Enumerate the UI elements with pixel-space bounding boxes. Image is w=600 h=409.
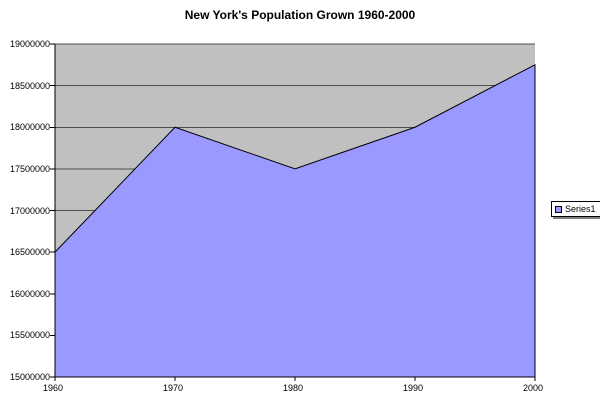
legend-series-label: Series1 — [565, 204, 596, 214]
y-axis-tick-label: 17000000 — [9, 205, 50, 216]
y-axis-tick-label: 18000000 — [9, 122, 50, 133]
chart-title: New York's Population Grown 1960-2000 — [184, 8, 416, 22]
x-axis-tick-label: 1970 — [162, 383, 184, 393]
legend: Series1 — [551, 201, 600, 217]
y-axis-tick-label: 16000000 — [9, 288, 50, 299]
y-axis-tick-label: 15500000 — [9, 330, 50, 341]
y-axis-tick-label: 17500000 — [9, 163, 50, 174]
series1-legend-marker-icon — [555, 205, 562, 213]
x-axis-tick-label: 1960 — [42, 383, 64, 393]
y-axis-tick-label: 18500000 — [9, 80, 50, 91]
x-axis-tick-label: 2000 — [522, 383, 544, 393]
y-axis-tick-label: 15000000 — [9, 372, 50, 382]
y-axis-tick-label: 19000000 — [9, 39, 50, 49]
x-axis-tick-label: 1980 — [282, 383, 304, 393]
y-axis-tick-label: 16500000 — [9, 247, 50, 258]
tick-marks — [50, 43, 536, 381]
x-axis-tick-label: 1990 — [402, 383, 424, 393]
